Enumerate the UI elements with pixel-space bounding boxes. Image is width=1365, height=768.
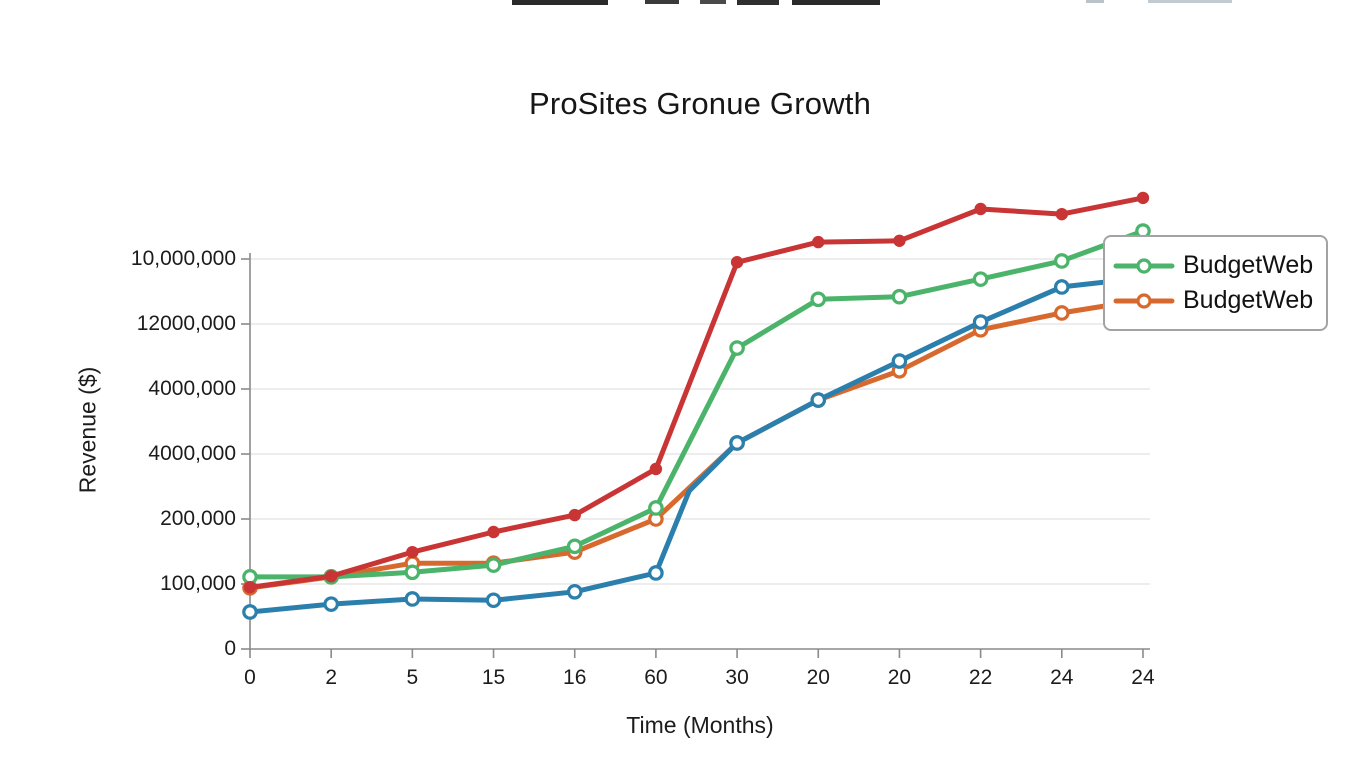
y-tick-label: 10,000,000 — [130, 247, 236, 270]
legend-item: BudgetWeb — [1105, 286, 1326, 315]
green-line-marker — [891, 288, 908, 305]
x-tick-label: 22 — [968, 666, 993, 689]
x-tick-label: 20 — [887, 666, 912, 689]
green-line-marker — [485, 557, 502, 573]
blue-line-marker — [891, 353, 908, 369]
x-tick-label: 5 — [406, 666, 419, 689]
red-line-marker — [1136, 191, 1150, 205]
green-line-marker — [1054, 253, 1070, 269]
legend-line-sample-icon — [1113, 257, 1175, 274]
x-tick-label: 24 — [1131, 666, 1155, 689]
red-line-marker — [487, 525, 500, 539]
green-line-marker — [729, 340, 745, 356]
cropped-text-artifact — [700, 0, 726, 4]
legend-label: BudgetWeb — [1183, 286, 1314, 314]
red-line-marker — [324, 570, 338, 583]
legend: BudgetWeb BudgetWeb — [1103, 235, 1328, 331]
x-tick-label: 15 — [481, 666, 506, 689]
cropped-text-artifact — [1086, 0, 1104, 3]
x-tick-label: 2 — [325, 666, 338, 689]
red-line-marker — [1055, 207, 1069, 221]
y-tick-label: 12000,000 — [136, 312, 236, 335]
blue-line-marker — [1054, 279, 1070, 295]
blue-line-marker — [242, 604, 258, 620]
orange-line-marker — [1054, 305, 1070, 321]
legend-item: BudgetWeb — [1105, 251, 1326, 280]
blue-line-marker — [648, 565, 664, 581]
red-line-marker — [730, 256, 744, 269]
blue-line-marker — [566, 583, 583, 600]
y-tick-label: 4000,000 — [148, 377, 236, 400]
y-axis-title-text: Revenue ($) — [74, 366, 101, 494]
x-tick-label: 20 — [806, 666, 830, 689]
x-tick-label: 30 — [725, 666, 749, 689]
blue-line-marker — [323, 596, 339, 612]
x-tick-label: 24 — [1050, 666, 1074, 689]
x-axis-title: Time (Months) — [626, 712, 774, 738]
cropped-text-artifact — [645, 0, 679, 4]
green-line-marker — [972, 271, 989, 287]
legend-label: BudgetWeb — [1183, 251, 1314, 279]
blue-line-marker — [729, 435, 745, 451]
legend-line-sample-icon — [1113, 292, 1175, 309]
green-line-marker — [404, 564, 421, 581]
red-line-marker — [243, 581, 257, 594]
y-tick-label: 100,000 — [160, 572, 236, 595]
orange-line — [247, 297, 1146, 591]
red-line-marker — [893, 234, 906, 248]
blue-line-marker — [972, 314, 989, 330]
y-tick-label: 0 — [224, 637, 236, 660]
blue-line-marker — [485, 592, 502, 609]
red-line — [247, 195, 1146, 590]
red-line-marker — [974, 202, 987, 216]
green-line-marker — [810, 291, 827, 308]
green-line-marker — [648, 500, 664, 516]
red-line-marker — [812, 235, 825, 249]
chart-title: ProSites Gronue Growth — [528, 86, 872, 121]
red-line-marker — [406, 545, 419, 559]
y-tick-label: 4000,000 — [148, 442, 236, 465]
red-line-marker — [649, 462, 663, 476]
cropped-text-artifact — [792, 0, 880, 5]
blue-line-marker — [810, 392, 827, 408]
green-line — [247, 228, 1146, 580]
red-line-marker — [568, 508, 581, 522]
x-tick-label: 16 — [563, 666, 587, 689]
green-line-marker — [566, 538, 583, 555]
blue-line-marker — [404, 591, 421, 607]
cropped-text-artifact — [512, 0, 608, 5]
x-tick-label: 60 — [644, 666, 668, 689]
cropped-text-artifact — [737, 0, 779, 5]
x-tick-label: 0 — [244, 666, 256, 689]
cropped-text-artifact — [1148, 0, 1232, 3]
y-tick-label: 200,000 — [160, 507, 236, 530]
